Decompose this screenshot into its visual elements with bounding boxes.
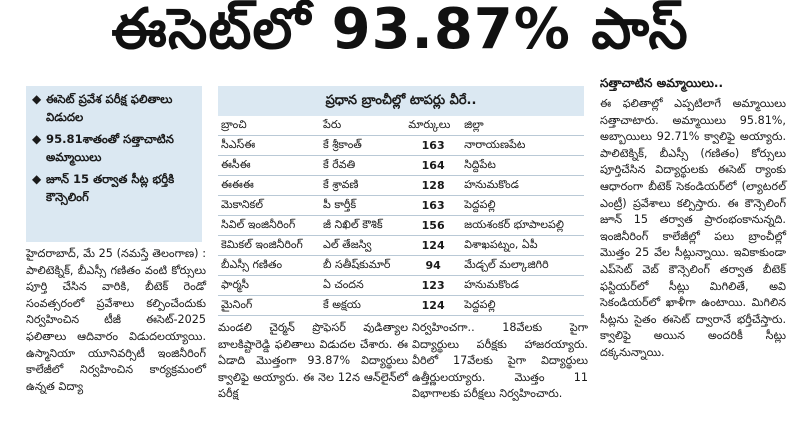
toppers-table-box: ప్రధాన బ్రాంచీల్లో టాపర్లు వీరే.. బ్రాంచ… — [218, 86, 584, 316]
toppers-table: బ్రాంచి పేరు మార్కులు జిల్లా సీఎస్ఈ కే శ్… — [218, 116, 584, 316]
highlight-item: ◆ 95.81శాతంతో సత్తాచాటిన అమ్మాయిలు — [32, 132, 174, 164]
table-row: ఫార్మసీ ఏ చందన 123 హనుమకొండ — [218, 276, 584, 296]
table-row: బీఎస్సీ గణితం బీ సతీష్‌కుమార్ 94 మేడ్చల్ మల… — [218, 256, 584, 276]
article-middle: మండలి చైర్మన్ ప్రొఫెసర్ వుడిత్యాల బాలకిష… — [218, 321, 408, 401]
headline: ఈసెట్‌లో 93.87% పాస్ — [111, 0, 689, 62]
table-title: ప్రధాన బ్రాంచీల్లో టాపర్లు వీరే.. — [218, 86, 584, 116]
highlights-box: ◆ ఈసెట్ ప్రవేశ పరీక్ష ఫలితాలు విడుదల ◆ 9… — [26, 86, 202, 242]
table-row: కెమికల్ ఇంజినీరింగ్ ఎల్ తేజస్వి 124 విశాఖపట… — [218, 236, 584, 256]
right-column-heading: సత్తాచాటిన అమ్మాయిలు.. — [600, 76, 724, 90]
article-right: ఈ ఫలితాల్లో ఎప్పటిలాగే అమ్మాయిలు సత్తాచా… — [600, 97, 786, 359]
table-row: సీఎస్ఈ కే శ్రీకాంత్ 163 నారాయణపేట — [218, 136, 584, 156]
header-district: జిల్లా — [464, 117, 484, 131]
bullet-icon: ◆ — [32, 92, 42, 106]
article-intro: హైదరాబాద్, మే 25 (నమస్తే తెలంగాణ) : పాలి… — [26, 247, 206, 393]
header-branch: బ్రాంచి — [221, 117, 247, 131]
header-marks: మార్కులు — [408, 117, 451, 131]
bullet-icon: ◆ — [32, 132, 42, 146]
table-row: ఈసీఈ కే రేవతి 164 సిద్దిపేట — [218, 156, 584, 176]
table-row: మైనింగ్ కే అక్షయ 124 పెద్దపల్లి — [218, 296, 584, 316]
article-middle-continued: నిర్వహించగా.. 18వేలకు పైగా విద్యార్థులు … — [412, 321, 588, 401]
highlight-item: ◆ ఈసెట్ ప్రవేశ పరీక్ష ఫలితాలు విడుదల — [32, 92, 173, 124]
table-row: మెకానికల్ పీ కార్తీక్ 163 పెద్దపల్లి — [218, 196, 584, 216]
table-header-row: బ్రాంచి పేరు మార్కులు జిల్లా — [218, 116, 584, 136]
table-row: సివిల్ ఇంజినీరింగ్ జీ నిఖిల్ కౌశిక్ 156 జయశ… — [218, 216, 584, 236]
table-row: ఈఈఈ కే శ్రావణి 128 హనుమకొండ — [218, 176, 584, 196]
highlight-item: ◆ జూన్ 15 తర్వాత సీట్ల భర్తీకి కౌన్సెలిం… — [32, 172, 175, 204]
header-name: పేరు — [323, 117, 342, 131]
bullet-icon: ◆ — [32, 172, 42, 186]
